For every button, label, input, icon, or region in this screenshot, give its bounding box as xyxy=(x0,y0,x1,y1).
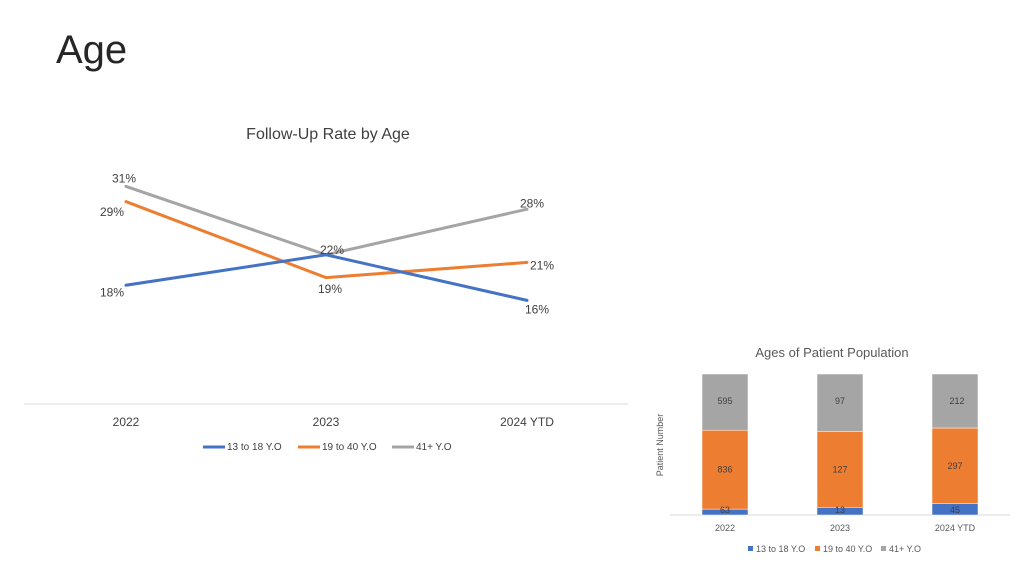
line-data-label: 18% xyxy=(100,285,124,299)
line-x-tick-label: 2022 xyxy=(113,415,140,429)
svg-text:13 to 18 Y.O: 13 to 18 Y.O xyxy=(756,544,805,554)
line-point xyxy=(525,260,529,264)
bar-x-tick-label: 2022 xyxy=(715,523,735,533)
bar-legend-item: 41+ Y.O xyxy=(881,544,921,554)
bar-chart-title: Ages of Patient Population xyxy=(755,345,908,360)
bar-data-label: 212 xyxy=(949,396,964,406)
bar-x-tick-label: 2024 YTD xyxy=(935,523,976,533)
svg-text:41+ Y.O: 41+ Y.O xyxy=(889,544,921,554)
bar-x-tick-label: 2023 xyxy=(830,523,850,533)
svg-text:41+ Y.O: 41+ Y.O xyxy=(416,442,452,453)
stacked-bar-segment xyxy=(816,431,864,508)
line-point xyxy=(124,184,128,188)
line-point xyxy=(324,276,328,280)
stacked-bar-chart: Ages of Patient Population Patient Numbe… xyxy=(655,345,1010,554)
line-data-label: 31% xyxy=(112,172,136,186)
line-point xyxy=(324,253,328,257)
bar-data-label: 13 xyxy=(835,505,845,515)
svg-text:19 to 40 Y.O: 19 to 40 Y.O xyxy=(322,442,377,453)
line-legend-item: 41+ Y.O xyxy=(392,442,452,453)
bar-data-label: 297 xyxy=(947,461,962,471)
line-data-label: 29% xyxy=(100,205,124,219)
stacked-bar-segment xyxy=(701,373,749,431)
line-chart: Follow-Up Rate by Age 18% 22% 16% 29% 19% 21%… xyxy=(24,126,628,453)
svg-text:19 to 40 Y.O: 19 to 40 Y.O xyxy=(823,544,872,554)
stacked-bar-segment xyxy=(816,373,864,432)
bar-data-label: 97 xyxy=(835,396,845,406)
line-point xyxy=(124,283,128,287)
line-chart-title: Follow-Up Rate by Age xyxy=(246,126,410,143)
line-data-label: 16% xyxy=(525,303,549,317)
line-legend-item: 19 to 40 Y.O xyxy=(298,442,377,453)
line-data-label: 28% xyxy=(520,196,544,210)
bar-data-label: 595 xyxy=(717,396,732,406)
line-data-label: 21% xyxy=(530,259,554,273)
bar-data-label: 63 xyxy=(720,505,730,515)
line-series-2 xyxy=(125,200,528,280)
page-title: Age xyxy=(56,28,128,72)
stacked-bar-segment xyxy=(701,429,749,510)
bar-legend-item: 13 to 18 Y.O xyxy=(748,544,805,554)
svg-text:13 to 18 Y.O: 13 to 18 Y.O xyxy=(227,442,282,453)
bar-chart-y-axis-label: Patient Number xyxy=(655,414,665,477)
bar-data-label: 45 xyxy=(950,505,960,515)
bar-data-label: 127 xyxy=(832,465,847,475)
line-legend-item: 13 to 18 Y.O xyxy=(203,442,282,453)
line-x-tick-label: 2024 YTD xyxy=(500,415,554,429)
line-point xyxy=(124,200,128,204)
line-point xyxy=(525,207,529,211)
stacked-bar-segment xyxy=(931,373,979,429)
stacked-bar-segment xyxy=(931,427,979,504)
line-point xyxy=(525,298,529,302)
bar-legend-item: 19 to 40 Y.O xyxy=(815,544,872,554)
line-x-tick-label: 2023 xyxy=(313,415,340,429)
bar-data-label: 836 xyxy=(717,465,732,475)
line-data-label: 22% xyxy=(320,243,344,257)
line-data-label: 19% xyxy=(318,282,342,296)
